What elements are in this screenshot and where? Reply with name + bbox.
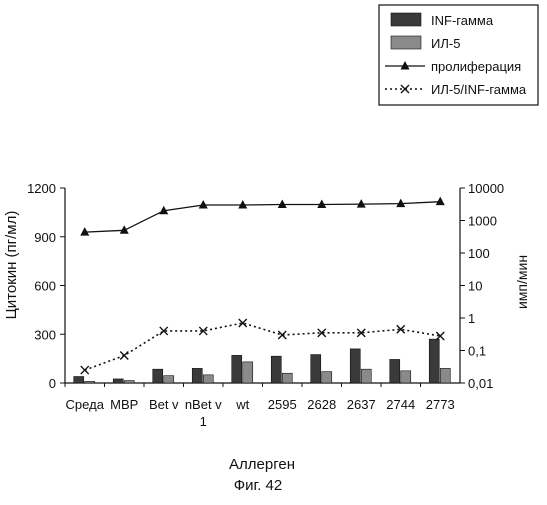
y2-tick-label: 1 [468,311,475,326]
lines [80,197,445,374]
ratio-point [278,331,286,339]
y2-tick-label: 10000 [468,181,504,196]
legend-swatch [391,36,421,49]
x-tick-label: 2637 [347,397,376,412]
y2-tick-label: 10 [468,279,482,294]
x-tick-label: 2628 [307,397,336,412]
legend-label: пролиферация [431,59,521,74]
proliferation-line [85,202,441,232]
proliferation-point [357,199,366,208]
legend-label: INF-гамма [431,13,494,28]
y-tick-label: 900 [34,230,56,245]
y2-axis-title: имп/мин [514,255,530,309]
y2-tick-label: 0,1 [468,344,486,359]
y-tick-label: 0 [49,376,56,391]
inf-gamma-bar [390,359,400,383]
bars [74,339,451,383]
il5-bar [164,376,174,383]
il5-bar [282,373,292,383]
proliferation-point [317,200,326,209]
y2-tick-label: 0,01 [468,376,493,391]
ratio-line [85,323,441,370]
inf-gamma-bar [350,349,360,383]
x-tick-label: wt [235,397,249,412]
inf-gamma-bar [153,369,163,383]
y-axis-title: Цитокин (пг/мл) [3,211,20,320]
il5-bar [322,372,332,383]
proliferation-point [238,200,247,209]
il5-bar [440,368,450,383]
x-tick-label: 1 [200,414,207,429]
y2-tick-label: 100 [468,246,490,261]
il5-bar [401,371,411,383]
x-tick-label: nBet v [185,397,222,412]
proliferation-point [278,200,287,209]
x-tick-label: Bet v [149,397,179,412]
proliferation-point [120,225,129,234]
x-tick-label: 2773 [426,397,455,412]
x-tick-label: 2595 [268,397,297,412]
ratio-point [81,366,89,374]
inf-gamma-bar [113,379,123,383]
y-tick-label: 600 [34,279,56,294]
figure-caption: Фиг. 42 [234,477,282,494]
proliferation-point [436,197,445,206]
il5-bar [361,369,371,383]
x-tick-label: Среда [66,397,105,412]
legend-label: ИЛ-5 [431,36,460,51]
y-tick-label: 300 [34,327,56,342]
y-tick-label: 1200 [27,181,56,196]
proliferation-point [199,200,208,209]
y2-tick-label: 1000 [468,214,497,229]
axes: 0 300 600 900 1200 0,01 0,1 1 10 100 1000 10000 Сред… [27,181,504,429]
inf-gamma-bar [311,355,321,383]
x-axis-title: Аллерген [229,456,295,473]
il5-bar [203,375,213,383]
inf-gamma-bar [271,356,281,383]
x-tick-label: 2744 [386,397,415,412]
inf-gamma-bar [74,377,84,384]
il5-bar [124,381,134,383]
il5-bar [85,381,95,383]
il5-bar [243,362,253,383]
x-tick-label: MBP [110,397,138,412]
inf-gamma-bar [232,355,242,383]
legend-swatch [391,13,421,26]
legend-label: ИЛ-5/INF-гамма [431,82,527,97]
ratio-point [120,352,128,360]
legend: INF-гамма ИЛ-5 пролиферация ИЛ-5/INF-гамма [379,5,538,105]
inf-gamma-bar [192,368,202,383]
inf-gamma-bar [429,339,439,383]
